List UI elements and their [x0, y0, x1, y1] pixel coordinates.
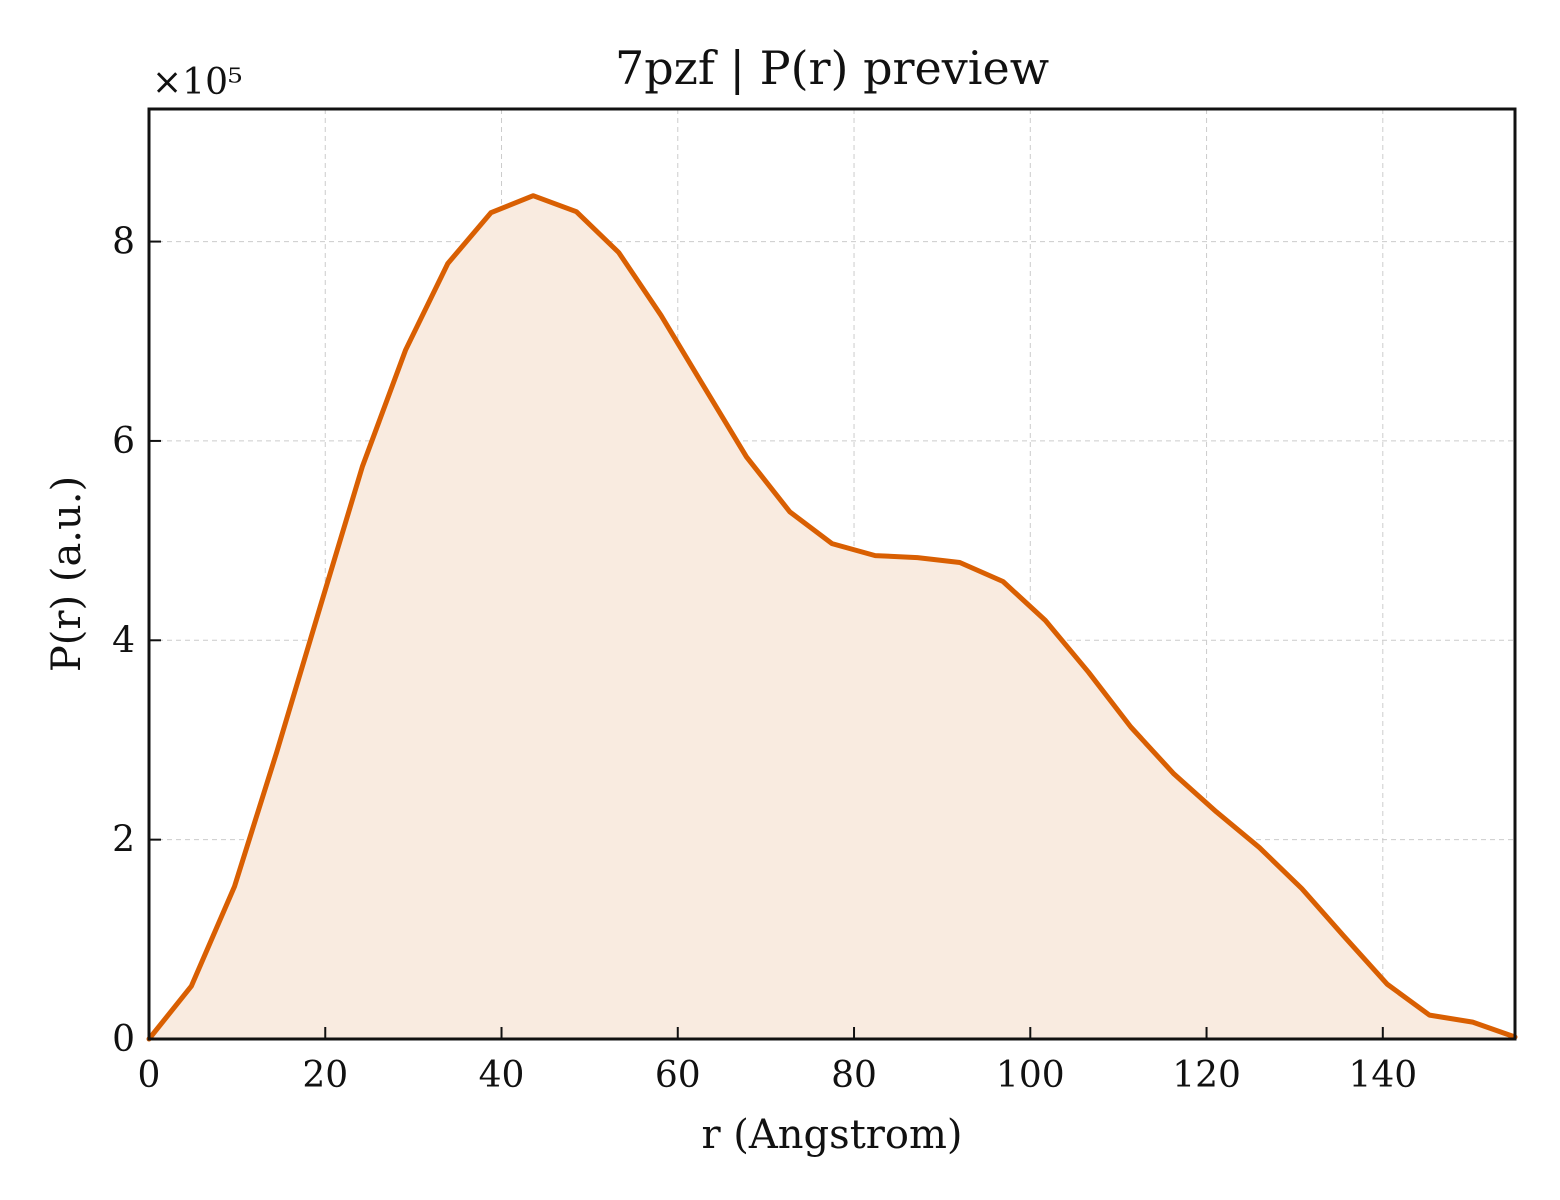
series-line: [146, 193, 1518, 1042]
plot-frame: [147, 107, 1517, 1041]
x-tick-label: 0: [138, 1055, 161, 1096]
y-tick-label: 4: [112, 620, 135, 661]
chart-title: 7pzf | P(r) preview: [615, 41, 1049, 95]
x-tick-label: 40: [479, 1055, 525, 1096]
x-tick-label: 80: [831, 1055, 877, 1096]
y-tick-label: 2: [112, 820, 135, 861]
x-tick-label: 100: [996, 1055, 1065, 1096]
x-tick-label: 120: [1172, 1055, 1241, 1096]
x-axis-label: r (Angstrom): [701, 1112, 962, 1158]
y-multiplier: ×10⁵: [152, 62, 242, 103]
y-tick-label: 6: [112, 421, 135, 462]
area-fill: [149, 195, 1515, 1039]
y-axis-label: P(r) (a.u.): [44, 476, 90, 672]
x-tick-label: 140: [1348, 1055, 1417, 1096]
x-tick-label: 20: [302, 1055, 348, 1096]
y-tick-label: 8: [112, 222, 135, 263]
x-tick-label: 60: [655, 1055, 701, 1096]
axis-ticks: [148, 240, 1384, 1040]
y-tick-label: 0: [112, 1019, 135, 1060]
